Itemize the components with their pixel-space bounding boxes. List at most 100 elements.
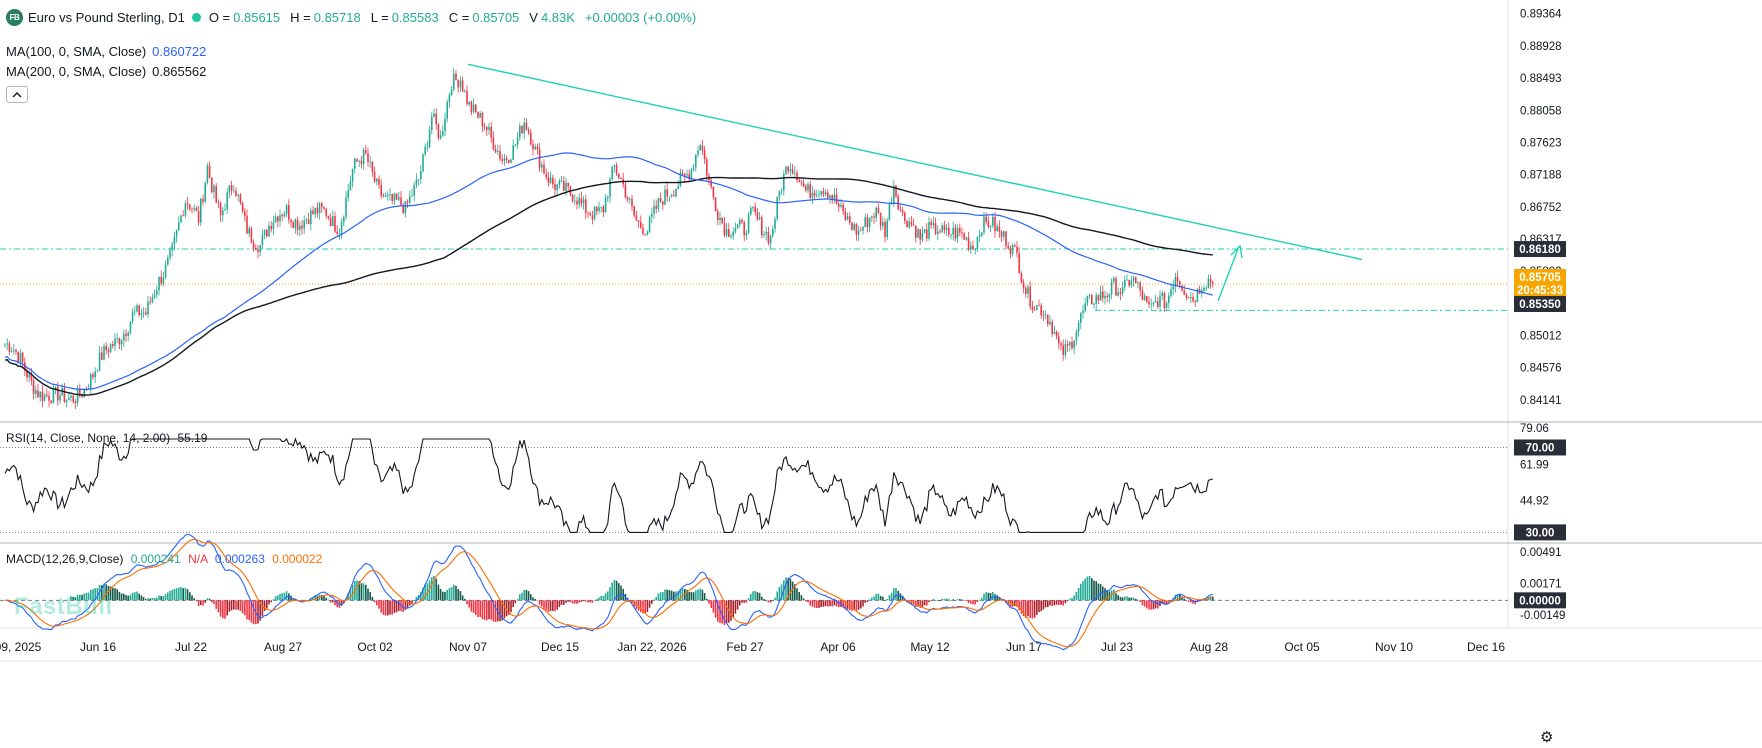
macd-histogram-bar	[644, 600, 646, 614]
candle-body	[406, 201, 409, 203]
candle-body	[466, 90, 468, 105]
macd-histogram-bar	[629, 600, 631, 601]
macd-histogram-bar	[541, 600, 543, 607]
macd-histogram-bar	[560, 600, 563, 605]
macd-histogram-bar	[428, 580, 431, 601]
candle-body	[1185, 294, 1188, 298]
macd-histogram-bar	[723, 600, 726, 626]
macd-histogram-bar	[765, 599, 767, 601]
candle-body	[200, 198, 202, 223]
macd-histogram-bar	[695, 590, 697, 601]
candle-body	[367, 153, 369, 163]
candle-body	[593, 206, 596, 219]
candle-body	[57, 387, 59, 401]
macd-histogram-bar	[279, 593, 281, 601]
macd-histogram-bar	[646, 600, 649, 613]
candle-body	[239, 194, 242, 203]
macd-histogram-bar	[1038, 600, 1040, 613]
candle-body	[1036, 305, 1038, 311]
macd-histogram-bar	[820, 600, 822, 607]
macd-histogram-bar	[582, 600, 585, 601]
candle-body	[842, 204, 844, 212]
chart-header: FB Euro vs Pound Sterling, D1 O = 0.85615…	[6, 9, 696, 26]
macd-histogram-bar	[1097, 583, 1100, 601]
candle-body	[576, 200, 578, 205]
macd-histogram-bar	[785, 577, 787, 601]
candle-body	[516, 137, 519, 145]
candle-body	[404, 201, 407, 213]
macd-histogram-bar	[153, 598, 156, 601]
macd-histogram-bar	[516, 599, 519, 601]
candle-body	[358, 160, 360, 162]
macd-histogram-bar	[901, 595, 904, 601]
time-axis-label: Nov 10	[1375, 640, 1413, 654]
candle-body	[158, 276, 160, 291]
rsi-legend[interactable]: RSI(14, Close, None, 14, 2.00) 55.19	[6, 431, 207, 445]
macd-histogram-bar	[569, 600, 572, 603]
macd-histogram-bar	[477, 600, 479, 618]
candle-body	[728, 229, 730, 238]
macd-histogram-bar	[811, 600, 814, 607]
macd-histogram-bar	[193, 598, 195, 601]
macd-histogram-bar	[868, 599, 871, 601]
macd-histogram-bar	[862, 600, 864, 607]
candle-body	[523, 122, 525, 134]
candle-body	[1137, 282, 1139, 284]
macd-histogram-bar	[1108, 591, 1111, 601]
macd-histogram-bar	[151, 598, 154, 601]
candle-body	[310, 210, 312, 225]
macd-histogram-bar	[136, 591, 138, 601]
macd-histogram-bar	[446, 589, 448, 601]
candle-body	[1148, 301, 1150, 304]
candle-body	[285, 205, 288, 215]
candle-body	[1212, 282, 1214, 285]
symbol-title[interactable]: Euro vs Pound Sterling, D1	[28, 10, 185, 25]
macd-histogram-bar	[1058, 600, 1060, 605]
macd-histogram-bar	[1099, 584, 1102, 601]
candle-body	[600, 207, 602, 208]
candle-body	[178, 222, 180, 230]
candle-body	[244, 211, 246, 216]
low-label: L =	[370, 10, 389, 25]
macd-histogram-bar	[961, 599, 963, 601]
candle-body	[536, 146, 539, 150]
macd-histogram-bar	[928, 600, 930, 603]
candle-body	[664, 189, 666, 205]
ma200-legend[interactable]: MA(200, 0, SMA, Close) 0.865562	[6, 64, 206, 79]
candle-body	[527, 130, 530, 133]
macd-histogram-bar	[860, 600, 862, 609]
time-axis-label: Nov 07	[449, 640, 487, 654]
macd-histogram-bar	[281, 593, 283, 601]
macd-histogram-bar	[211, 600, 213, 603]
macd-histogram-bar	[932, 598, 935, 601]
candle-body	[255, 247, 257, 250]
macd-histogram-bar	[321, 594, 323, 601]
candle-body	[574, 200, 576, 202]
macd-legend[interactable]: MACD(12,26,9,Close) 0.000241 N/A 0.00026…	[6, 552, 322, 566]
macd-histogram-bar	[490, 600, 492, 620]
ma100-legend[interactable]: MA(100, 0, SMA, Close) 0.860722	[6, 44, 206, 59]
candle-body	[312, 210, 314, 215]
collapse-legend-button[interactable]	[6, 86, 28, 103]
macd-histogram-bar	[1201, 600, 1203, 601]
candle-body	[554, 184, 556, 190]
macd-histogram-bar	[362, 583, 365, 601]
macd-histogram-bar	[743, 600, 745, 604]
gear-icon[interactable]: ⚙	[1540, 729, 1554, 746]
macd-histogram-bar	[1075, 591, 1078, 601]
candle-body	[950, 234, 952, 236]
macd-histogram-bar	[651, 600, 653, 604]
macd-histogram-bar	[910, 600, 913, 605]
macd-histogram-bar	[83, 593, 85, 601]
macd-histogram-bar	[532, 597, 534, 601]
candle-body	[35, 390, 37, 394]
macd-histogram-bar	[877, 593, 880, 601]
candle-body	[371, 161, 374, 172]
macd-histogram-bar	[659, 592, 662, 601]
macd-histogram-bar	[70, 596, 72, 601]
candle-body	[222, 210, 224, 216]
candle-body	[818, 194, 820, 196]
candle-body	[783, 174, 785, 191]
candle-body	[17, 351, 19, 363]
